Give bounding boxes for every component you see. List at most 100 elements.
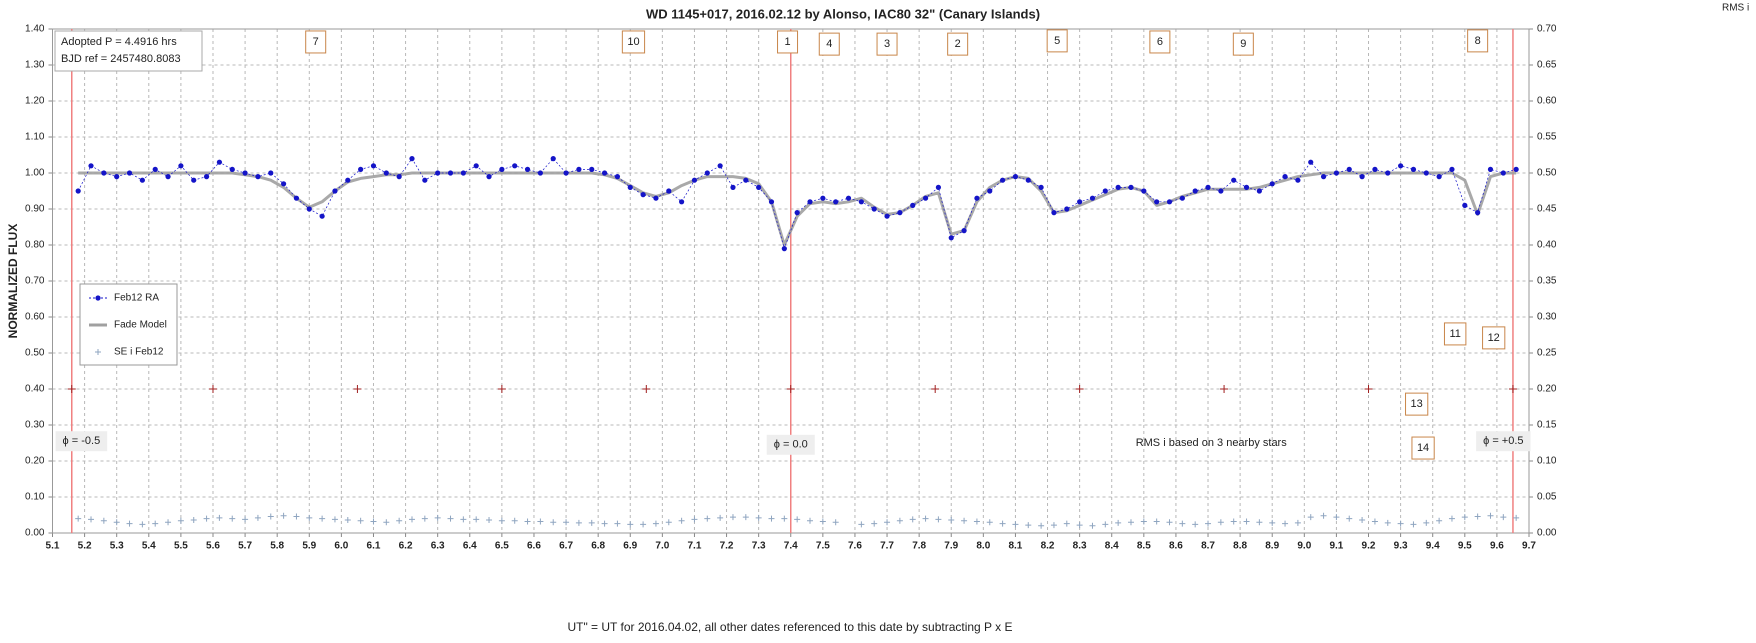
cross-marker [665,519,672,526]
x-tick-label: 6.6 [527,541,541,552]
chart-title: WD 1145+017, 2016.02.12 by Alonso, IAC80… [646,6,1040,21]
cross-marker [1461,514,1468,521]
annotation: 3 [884,38,890,50]
data-point [717,163,723,169]
annotation: 1 [784,36,790,48]
data-point [999,177,1006,183]
y-tick-label: 0.90 [25,204,45,215]
y-tick-label: 1.30 [25,60,45,71]
x-tick-label: 9.2 [1362,541,1376,552]
cross-marker [1076,522,1083,529]
data-point [1192,188,1198,194]
y-tick-label: 1.20 [25,96,45,107]
data-point [512,163,518,169]
annotation: 8 [1475,35,1481,47]
cross-marker [511,517,518,524]
x-tick-label: 7.9 [944,541,958,552]
cross-marker [421,515,428,522]
cross-marker [858,521,865,528]
cross-marker [229,515,236,522]
data-point [550,156,556,162]
phase-mark [1364,385,1373,393]
data-point [486,174,492,180]
cross-marker [1513,514,1520,521]
annotation-box [1149,30,1171,54]
y-tick-label: 0.30 [25,420,45,431]
data-point [845,195,852,201]
y-tick-label: 0.10 [25,492,45,503]
data-point [614,174,621,180]
data-point [910,202,916,208]
cross-marker [344,517,351,524]
legend-dot [95,295,101,301]
cross-marker [370,518,377,525]
data-point [922,195,929,201]
data-point [1346,166,1352,172]
annotation: 4 [826,38,832,50]
cross-marker [948,517,955,524]
y-axis-label: NORMALIZED FLUX [6,224,20,339]
x-tick-label: 8.3 [1073,541,1087,552]
cross-marker [1089,522,1096,529]
y2-tick-label: 0.45 [1537,204,1557,215]
data-point [858,199,864,205]
x-tick-label: 6.8 [591,541,605,552]
data-point [1166,199,1173,205]
data-point [203,174,210,180]
x-tick-label: 5.6 [206,541,220,552]
cross-marker [383,519,390,526]
cross-marker [781,515,788,522]
data-point [1051,210,1057,216]
x-tick-label: 8.0 [976,541,990,552]
cross-marker [1025,522,1032,529]
y-tick-label: 0.50 [25,348,45,359]
data-point [1154,199,1160,205]
annotation: 12 [1488,332,1500,344]
cross-marker [871,520,878,527]
data-point [576,166,582,172]
cross-marker [1436,517,1443,524]
y-tick-label: 0.40 [25,384,45,395]
data-point [820,195,826,201]
data-point [730,184,736,190]
data-point [1077,199,1083,205]
annotation: 2 [955,38,961,50]
x-tick-label: 8.2 [1041,541,1055,552]
data-point [1398,163,1404,169]
x-tick-label: 9.3 [1394,541,1408,552]
cross-marker [1359,517,1366,524]
cross-marker [896,517,903,524]
data-point [756,184,762,190]
cross-marker [1487,512,1494,519]
cross-marker [1294,519,1301,526]
data-point [1487,166,1494,172]
data-point [781,246,787,252]
data-point [306,206,312,212]
x-tick-label: 5.2 [78,541,92,552]
cross-marker [190,517,197,524]
cross-marker [1166,519,1173,526]
cross-marker [1500,514,1507,521]
data-point [563,170,569,176]
cross-marker [203,515,210,522]
cross-marker [1256,519,1263,526]
data-point [1038,184,1044,190]
annotation: 11 [1449,328,1460,340]
cross-marker [537,518,544,525]
y2-tick-label: 0.10 [1537,456,1557,467]
cross-marker [267,513,274,520]
y2-tick-label: 0.55 [1537,132,1557,143]
cross-marker [1397,520,1404,527]
info-text: Adopted P = 4.4916 hrs [61,36,177,48]
y2-axis-label: RMS i [1722,3,1749,14]
data-point [1025,177,1031,183]
cross-marker [909,516,916,523]
annotation-box [621,30,646,54]
data-point [1423,170,1429,176]
data-point [537,170,543,176]
cross-marker [768,515,775,522]
data-point [961,228,967,234]
data-point [807,199,813,205]
data-point [1320,174,1327,180]
x-tick-label: 6.9 [623,541,637,552]
